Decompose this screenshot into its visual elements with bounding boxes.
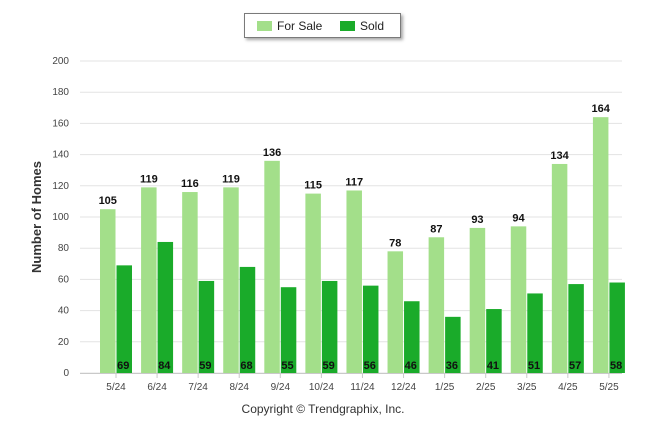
data-label-for-sale: 134 [550,150,569,162]
data-label-sold: 68 [240,360,252,372]
data-label-for-sale: 94 [512,212,525,224]
y-tick-label: 140 [52,150,69,161]
x-tick-label: 9/24 [271,382,291,393]
bar-for-sale[interactable] [305,193,321,373]
bar-sold[interactable] [609,282,625,373]
bar-for-sale[interactable] [182,192,198,373]
data-label-sold: 46 [405,360,417,372]
data-label-sold: 59 [199,360,211,372]
y-tick-label: 40 [58,306,70,317]
legend-swatch-sold [340,21,355,31]
data-label-sold: 58 [610,360,622,372]
data-label-sold: 51 [528,360,540,372]
y-tick-label: 120 [52,181,69,192]
data-label-for-sale: 116 [181,178,199,190]
bar-sold[interactable] [362,285,379,373]
y-tick-label: 180 [52,87,69,98]
bar-sold[interactable] [445,316,461,373]
legend-item-for-sale[interactable]: For Sale [257,19,322,33]
bar-sold[interactable] [568,284,584,373]
bar-for-sale[interactable] [100,209,116,373]
bar-for-sale[interactable] [387,251,404,373]
x-tick-label: 5/25 [599,382,619,393]
y-tick-label: 200 [52,56,69,67]
data-label-for-sale: 119 [222,173,240,185]
data-label-sold: 69 [117,360,129,372]
data-label-sold: 57 [569,360,581,372]
data-label-for-sale: 93 [471,214,483,226]
x-tick-label: 1/25 [435,382,455,393]
x-tick-label: 2/25 [476,382,496,393]
data-label-for-sale: 136 [263,147,281,159]
bar-for-sale[interactable] [141,187,157,373]
copyright-footer: Copyright © Trendgraphix, Inc. [241,402,405,416]
y-tick-label: 80 [58,243,70,254]
data-label-for-sale: 115 [304,180,322,192]
bar-sold[interactable] [280,287,297,373]
data-label-for-sale: 87 [430,223,442,235]
x-tick-label: 6/24 [147,382,167,393]
bar-for-sale[interactable] [469,227,486,373]
data-label-for-sale: 164 [591,103,610,115]
bar-sold[interactable] [157,241,174,373]
x-tick-label: 3/25 [517,382,537,393]
bar-for-sale[interactable] [510,226,527,373]
x-tick-label: 5/24 [106,382,126,393]
data-label-for-sale: 117 [345,176,363,188]
data-label-for-sale: 78 [389,237,401,249]
y-tick-label: 20 [58,337,70,348]
legend-label-for-sale: For Sale [277,19,323,33]
data-label-sold: 59 [323,360,335,372]
bar-sold[interactable] [404,301,420,373]
data-label-sold: 55 [281,360,293,372]
x-tick-label: 4/25 [558,382,578,393]
y-tick-label: 0 [63,368,69,379]
y-axis-label: Number of Homes [29,161,44,273]
data-label-sold: 36 [446,360,458,372]
legend-label-sold: Sold [360,19,385,33]
bar-sold[interactable] [198,280,215,373]
y-tick-label: 60 [58,274,70,285]
x-axis: 5/24 6/24 7/24 8/24 9/24 10/24 11/24 12/24 1/25 2… [80,373,622,393]
data-label-sold: 84 [158,360,171,372]
bar-for-sale[interactable] [223,187,239,373]
data-label-for-sale: 119 [140,173,158,185]
legend: For Sale Sold [244,13,401,38]
x-tick-label: 7/24 [188,382,208,393]
data-label-sold: 56 [364,360,376,372]
data-label-for-sale: 105 [99,195,117,207]
x-tick-label: 10/24 [309,382,334,393]
bar-sold[interactable] [527,293,543,373]
bar-for-sale[interactable] [264,160,280,373]
bar-sold[interactable] [239,266,256,373]
y-tick-label: 160 [52,118,69,129]
bars: 105 69 119 84 116 59 119 68 136 55 115 59 117 56 78 46 8… [99,103,625,373]
y-axis: 0 20 40 60 80 100 120 140 160 180 200 [52,56,69,379]
bar-sold[interactable] [486,309,502,373]
bar-for-sale[interactable] [551,163,568,373]
bar-for-sale[interactable] [346,190,362,373]
bar-sold[interactable] [116,265,133,373]
legend-swatch-for-sale [257,21,272,31]
x-tick-label: 12/24 [391,382,416,393]
bar-for-sale[interactable] [592,117,609,373]
data-label-sold: 41 [487,360,499,372]
bar-sold[interactable] [321,280,338,373]
x-tick-label: 11/24 [350,382,375,393]
y-tick-label: 100 [52,212,69,223]
x-tick-label: 8/24 [229,382,249,393]
bar-for-sale[interactable] [428,237,445,373]
legend-item-sold[interactable]: Sold [340,19,384,33]
